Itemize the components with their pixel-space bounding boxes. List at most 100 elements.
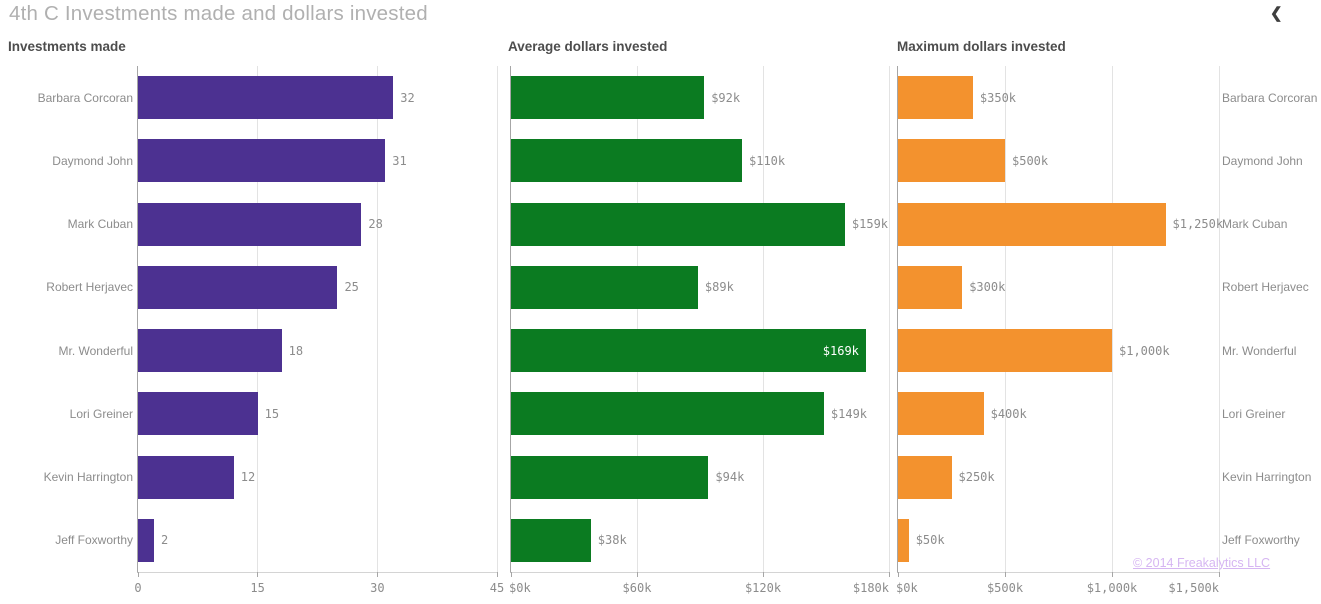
value-label: $149k: [830, 406, 868, 421]
axis-tick-label: $500k: [986, 581, 1024, 595]
bar-daymond-john[interactable]: [138, 139, 386, 183]
value-label: $110k: [749, 153, 786, 168]
bar-kevin-harrington[interactable]: [138, 455, 234, 499]
chart-title: Maximum dollars invested: [897, 39, 1066, 54]
value-label: 18: [288, 343, 304, 358]
value-label: $38k: [597, 533, 627, 548]
value-label: $159k: [851, 217, 889, 232]
gridline: [636, 66, 638, 572]
value-label: 15: [264, 406, 280, 421]
chevron-left-icon[interactable]: ❮: [1270, 5, 1283, 22]
watermark-link[interactable]: © 2014 Freakalytics LLC: [1133, 556, 1271, 570]
bar-kevin-harrington[interactable]: [511, 455, 709, 499]
bar-mark-cuban[interactable]: [138, 202, 362, 246]
category-label-mr-wonderful[interactable]: Mr. Wonderful: [1222, 343, 1297, 358]
value-label: 32: [400, 90, 415, 105]
axis-tick-label: $1,500k: [1168, 581, 1219, 595]
value-label: $169k: [822, 343, 859, 358]
category-label-lori-greiner[interactable]: Lori Greiner: [69, 406, 133, 421]
bar-barbara-corcoran[interactable]: [898, 76, 973, 120]
bar-jeff-foxworthy[interactable]: [138, 518, 154, 562]
axis-tick: [376, 572, 378, 577]
category-label-jeff-foxworthy[interactable]: Jeff Foxworthy: [55, 533, 133, 548]
bar-barbara-corcoran[interactable]: [138, 76, 394, 120]
value-label: $1,000k: [1119, 343, 1170, 358]
axis-tick-label: $1,000k: [1086, 581, 1138, 595]
plot-area: 0 15 30 45 32 31 28 25 18 15 12 2: [134, 66, 504, 595]
value-label: $50k: [915, 533, 945, 548]
bar-kevin-harrington[interactable]: [898, 455, 952, 499]
plot-area: $0k $500k $1,000k $1,500k $350k $500k $1,250k $…: [896, 66, 1223, 595]
category-label-mr-wonderful[interactable]: Mr. Wonderful: [58, 343, 133, 358]
axis-tick-label: $120k: [744, 581, 782, 595]
value-label: 28: [368, 217, 383, 232]
axis-tick-label: $0k: [509, 581, 531, 595]
axis-tick: [257, 572, 259, 577]
axis-tick-label: 45: [489, 581, 505, 595]
axis-tick-label: 30: [370, 581, 385, 595]
axis-tick: [496, 572, 498, 577]
gridline: [888, 66, 890, 572]
category-label-mark-cuban[interactable]: Mark Cuban: [67, 217, 133, 232]
axis-tick-label: $180k: [852, 581, 889, 595]
value-label: $1,250k: [1172, 217, 1224, 232]
bar-lori-greiner[interactable]: [138, 392, 258, 436]
value-label: $94k: [715, 470, 745, 485]
axis-tick: [636, 572, 638, 577]
gridline: [1111, 66, 1113, 572]
category-label-jeff-foxworthy[interactable]: Jeff Foxworthy: [1222, 533, 1300, 548]
value-label: 31: [392, 153, 407, 168]
bar-barbara-corcoran[interactable]: [511, 76, 705, 120]
category-label-robert-herjavec[interactable]: Robert Herjavec: [46, 280, 133, 295]
bar-daymond-john[interactable]: [898, 139, 1005, 183]
bar-jeff-foxworthy[interactable]: [898, 518, 909, 562]
bar-lori-greiner[interactable]: [898, 392, 984, 436]
axis-tick-label: 15: [250, 581, 265, 595]
plot-area: $0k $60k $120k $180k $92k $110k $159k $89k $169k…: [509, 66, 890, 595]
value-label: $500k: [1012, 153, 1049, 168]
bar-robert-herjavec[interactable]: [138, 265, 338, 309]
category-label-barbara-corcoran[interactable]: Barbara Corcoran: [1222, 90, 1318, 105]
gridline: [1004, 66, 1006, 572]
value-label: $250k: [958, 470, 995, 485]
value-label: $92k: [711, 90, 741, 105]
axis-tick-label: $60k: [622, 581, 652, 595]
category-label-mark-cuban[interactable]: Mark Cuban: [1222, 217, 1288, 232]
value-label: $350k: [979, 90, 1017, 105]
bar-mr-wonderful[interactable]: [898, 329, 1112, 373]
category-label-kevin-harrington[interactable]: Kevin Harrington: [43, 470, 133, 485]
category-label-lori-greiner[interactable]: Lori Greiner: [1222, 406, 1286, 421]
category-label-robert-herjavec[interactable]: Robert Herjavec: [1222, 280, 1309, 295]
gridline: [376, 66, 378, 572]
category-label-daymond-john[interactable]: Daymond John: [52, 153, 133, 168]
axis-tick: [137, 572, 139, 577]
axis-tick-label: 0: [134, 581, 142, 595]
gridline: [496, 66, 498, 572]
axis-tick-label: $0k: [896, 581, 918, 595]
bar-mr-wonderful[interactable]: $169k: [511, 329, 866, 373]
bar-mark-cuban[interactable]: [511, 202, 845, 246]
bar-lori-greiner[interactable]: [511, 392, 824, 436]
bar-robert-herjavec[interactable]: [511, 265, 698, 309]
bar-daymond-john[interactable]: [511, 139, 742, 183]
bar-robert-herjavec[interactable]: [898, 265, 963, 309]
axis-tick: [510, 572, 512, 577]
axis-tick: [762, 572, 764, 577]
axis-tick: [897, 572, 899, 577]
bar-mr-wonderful[interactable]: [138, 329, 282, 373]
axis-tick: [1004, 572, 1006, 577]
axis-tick: [1111, 572, 1113, 577]
category-label-kevin-harrington[interactable]: Kevin Harrington: [1222, 470, 1312, 485]
bar-mark-cuban[interactable]: [898, 202, 1166, 246]
gridline: [762, 66, 764, 572]
value-label: 12: [240, 470, 256, 485]
page-title: 4th C Investments made and dollars inves…: [9, 2, 428, 25]
category-label-daymond-john[interactable]: Daymond John: [1222, 153, 1303, 168]
chart-title: Average dollars invested: [508, 39, 668, 54]
gridline: [257, 66, 259, 572]
axis-tick: [888, 572, 890, 577]
bar-jeff-foxworthy[interactable]: [511, 518, 591, 562]
value-label: $89k: [704, 280, 734, 295]
category-label-barbara-corcoran[interactable]: Barbara Corcoran: [37, 90, 133, 105]
